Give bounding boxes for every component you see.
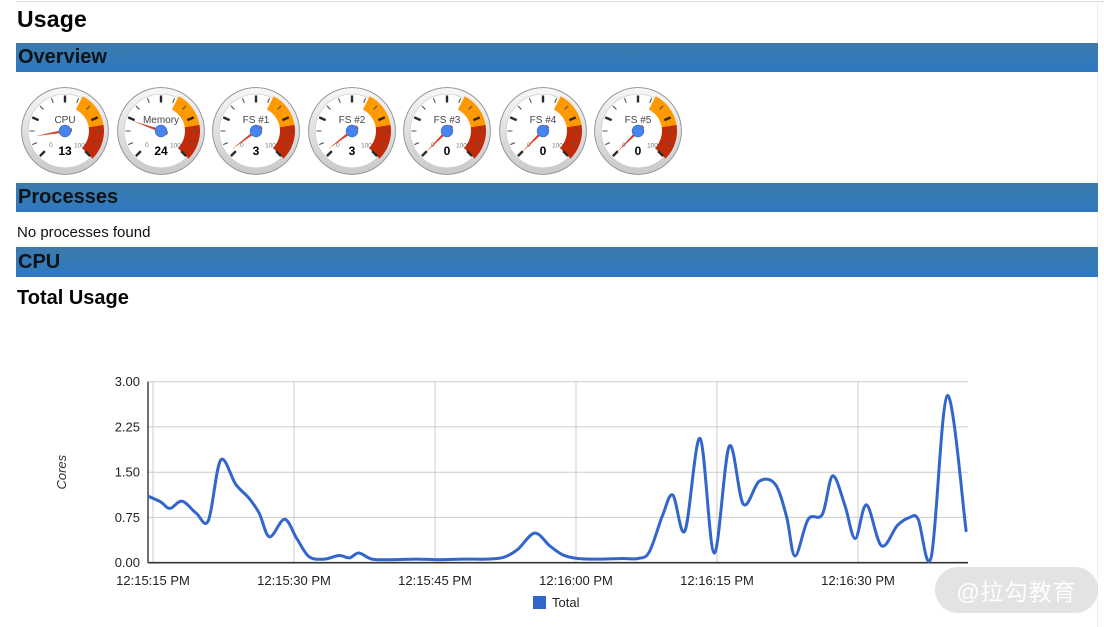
svg-text:CPU: CPU — [54, 115, 75, 126]
section-header-processes: Processes — [16, 183, 1098, 212]
svg-text:100: 100 — [170, 142, 181, 149]
svg-text:FS #2: FS #2 — [338, 115, 365, 126]
svg-text:FS #1: FS #1 — [243, 115, 270, 126]
legend-swatch-total — [533, 596, 546, 609]
svg-text:FS #3: FS #3 — [434, 115, 461, 126]
section-header-cpu-label: CPU — [18, 251, 61, 273]
watermark-text: @拉勾教育 — [956, 579, 1077, 605]
gauge-memory: 0 100 Memory 24 — [116, 87, 205, 175]
svg-text:FS #4: FS #4 — [529, 115, 556, 126]
svg-text:1.50: 1.50 — [115, 465, 140, 480]
svg-text:13: 13 — [58, 144, 72, 158]
svg-text:0: 0 — [444, 144, 451, 158]
legend-label-total: Total — [552, 595, 580, 610]
svg-text:FS #5: FS #5 — [625, 115, 652, 126]
svg-text:12:15:30 PM: 12:15:30 PM — [257, 573, 331, 588]
page-right-border — [1097, 0, 1098, 627]
cpu-total-usage-chart[interactable]: 0.00 0.75 1.50 2.25 3.00 12:15:15 PM 12:15:30 … — [0, 368, 1104, 608]
svg-text:Cores: Cores — [54, 454, 69, 489]
watermark-badge: @拉勾教育 — [935, 567, 1098, 613]
svg-text:3: 3 — [348, 144, 355, 158]
svg-text:Memory: Memory — [142, 115, 178, 126]
svg-text:12:16:15 PM: 12:16:15 PM — [680, 573, 754, 588]
chart-legend: Total — [533, 595, 579, 610]
chart-title: Total Usage — [17, 287, 129, 309]
top-divider — [16, 1, 1104, 2]
svg-text:12:16:00 PM: 12:16:00 PM — [539, 573, 613, 588]
svg-text:12:15:45 PM: 12:15:45 PM — [398, 573, 472, 588]
section-header-overview: Overview — [16, 43, 1098, 72]
gauge-fs-1: 0 100 FS #1 3 — [212, 87, 300, 175]
svg-text:100: 100 — [552, 142, 563, 149]
gauge-cpu: 0 100 CPU 13 — [21, 87, 109, 175]
svg-text:0.75: 0.75 — [115, 510, 140, 525]
svg-text:0: 0 — [336, 142, 340, 149]
svg-text:12:15:15 PM: 12:15:15 PM — [116, 573, 190, 588]
svg-text:0: 0 — [49, 142, 53, 149]
svg-text:3: 3 — [253, 144, 260, 158]
line-chart-canvas[interactable]: 0.00 0.75 1.50 2.25 3.00 12:15:15 PM 12:15:30 … — [0, 368, 1104, 608]
svg-text:100: 100 — [265, 142, 276, 149]
svg-text:100: 100 — [456, 142, 467, 149]
svg-text:0: 0 — [539, 144, 546, 158]
page-title: Usage — [17, 6, 88, 32]
svg-text:24: 24 — [154, 144, 168, 158]
gauges-row: 0 100 CPU 13 0 100 Memory 24 0 100 FS #1 3 0 100 FS #2… — [21, 87, 682, 175]
gauge-fs-2: 0 100 FS #2 3 — [307, 87, 396, 175]
svg-text:100: 100 — [74, 142, 85, 149]
svg-text:0: 0 — [145, 142, 149, 149]
section-header-cpu: CPU — [16, 247, 1098, 277]
section-header-overview-label: Overview — [18, 46, 107, 68]
svg-text:100: 100 — [361, 142, 372, 149]
svg-text:2.25: 2.25 — [115, 419, 140, 434]
svg-text:3.00: 3.00 — [115, 374, 140, 389]
svg-text:0: 0 — [635, 144, 642, 158]
svg-text:0: 0 — [240, 142, 244, 149]
svg-text:0.00: 0.00 — [115, 555, 140, 570]
svg-text:100: 100 — [647, 142, 658, 149]
section-header-processes-label: Processes — [18, 186, 119, 208]
no-processes-text: No processes found — [17, 224, 151, 241]
svg-text:12:16:30 PM: 12:16:30 PM — [821, 573, 895, 588]
